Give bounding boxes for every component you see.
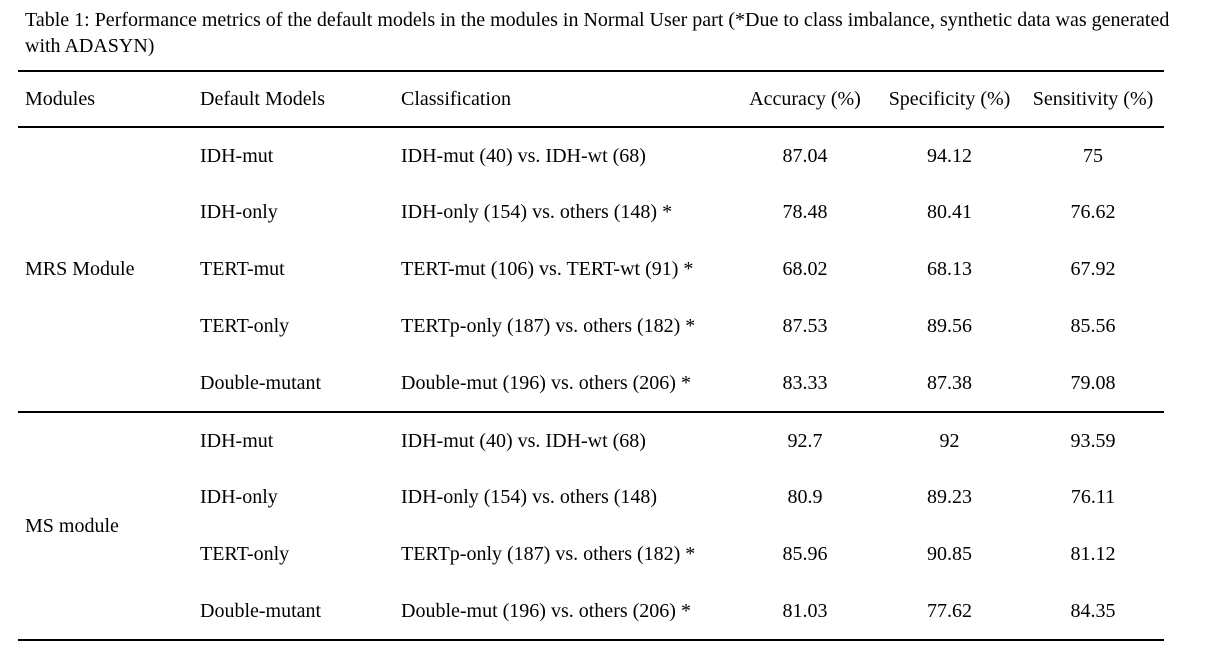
accuracy-value: 92.7 (787, 429, 823, 452)
specificity-value: 89.56 (927, 315, 972, 337)
specificity-value: 68.13 (927, 258, 972, 280)
table-row: Double-mutant Double-mut (196) vs. others… (18, 355, 1164, 412)
table-row: TERT-only TERTp-only (187) vs. others (18… (18, 526, 1164, 583)
column-header: Accuracy (%) (749, 87, 861, 110)
table-row: MRS Module IDH-mut IDH-mut (40) vs. IDH-wt… (18, 127, 1164, 281)
metrics-table: Modules Default Models Classification Accur… (18, 70, 1164, 641)
default-model-cell: Double-mutant (200, 371, 322, 394)
sensitivity-value: 85.56 (1070, 315, 1116, 337)
table-caption-line-1: Table 1: Performance metrics of the defa… (25, 9, 1170, 31)
default-model-cell: Double-mutant (200, 599, 322, 622)
table-row: IDH-only IDH-only (154) vs. others (148) 8… (18, 469, 1164, 526)
classification-cell: IDH-only (154) vs. others (148) * (401, 201, 673, 223)
table-row: TERT-only TERTp-only (187) vs. others (18… (18, 298, 1164, 355)
module-name-cell: MS module (25, 514, 119, 537)
default-model-cell: TERT-mut (200, 258, 285, 280)
classification-cell: TERTp-only (187) vs. others (182) * (401, 315, 696, 337)
classification-cell: TERTp-only (187) vs. others (182) * (401, 543, 696, 565)
classification-cell: Double-mut (196) vs. others (206) * (401, 599, 691, 622)
classification-cell: IDH-mut (40) vs. IDH-wt (68) (401, 144, 646, 167)
sensitivity-value: 75 (1083, 144, 1103, 167)
classification-cell: TERT-mut (106) vs. TERT-wt (91) * (401, 258, 694, 280)
column-header: Modules (25, 87, 95, 110)
column-header: Classification (401, 87, 511, 110)
specificity-value: 87.38 (927, 371, 972, 394)
default-model-cell: IDH-only (200, 201, 278, 223)
table-caption-line-2: with ADASYN) (25, 35, 155, 57)
sensitivity-value: 76.62 (1070, 201, 1116, 223)
table-row: IDH-only IDH-only (154) vs. others (148) … (18, 184, 1164, 241)
specificity-value: 92 (939, 429, 960, 452)
classification-cell: IDH-mut (40) vs. IDH-wt (68) (401, 429, 646, 452)
classification-cell: IDH-only (154) vs. others (148) (401, 486, 658, 508)
table-row: TERT-mut TERT-mut (106) vs. TERT-wt (91) … (18, 241, 1164, 298)
table-row: MS module IDH-mut IDH-mut (40) vs. IDH-wt … (18, 412, 1164, 537)
accuracy-value: 83.33 (782, 371, 828, 394)
sensitivity-value: 81.12 (1070, 543, 1116, 565)
accuracy-value: 85.96 (782, 543, 828, 565)
sensitivity-value: 79.08 (1070, 371, 1116, 394)
accuracy-value: 81.03 (782, 599, 828, 622)
table-row: Double-mutant Double-mut (196) vs. others… (18, 583, 1164, 640)
default-model-cell: TERT-only (200, 315, 290, 337)
sensitivity-value: 76.11 (1070, 486, 1116, 508)
specificity-value: 77.62 (927, 599, 972, 622)
specificity-value: 94.12 (927, 144, 972, 167)
sensitivity-value: 93.59 (1070, 429, 1116, 452)
column-header: Default Models (200, 87, 325, 110)
default-model-cell: IDH-mut (200, 144, 274, 167)
table-header: Modules Default Models Classification Accur… (18, 71, 1164, 127)
table-caption: Table 1: Performance metrics of the defa… (25, 7, 1175, 59)
default-model-cell: IDH-mut (200, 429, 274, 452)
sensitivity-value: 67.92 (1070, 258, 1116, 280)
module-section: MS module IDH-mut IDH-mut (40) vs. IDH-wt … (18, 412, 1164, 640)
default-model-cell: IDH-only (200, 486, 278, 508)
column-header: Specificity (%) (888, 87, 1011, 110)
module-section: MRS Module IDH-mut IDH-mut (40) vs. IDH-wt… (18, 127, 1164, 412)
column-header: Sensitivity (%) (1032, 87, 1154, 110)
accuracy-value: 87.04 (782, 144, 828, 167)
accuracy-value: 68.02 (782, 258, 828, 280)
specificity-value: 89.23 (927, 486, 972, 508)
default-model-cell: TERT-only (200, 543, 290, 565)
accuracy-value: 80.9 (787, 486, 823, 508)
sensitivity-value: 84.35 (1070, 599, 1116, 622)
accuracy-value: 78.48 (782, 201, 828, 223)
specificity-value: 80.41 (927, 201, 972, 223)
classification-cell: Double-mut (196) vs. others (206) * (401, 371, 691, 394)
accuracy-value: 87.53 (782, 315, 828, 337)
specificity-value: 90.85 (927, 543, 972, 565)
header-row: Modules Default Models Classification Accur… (18, 71, 1164, 127)
module-name-cell: MRS Module (25, 258, 135, 280)
